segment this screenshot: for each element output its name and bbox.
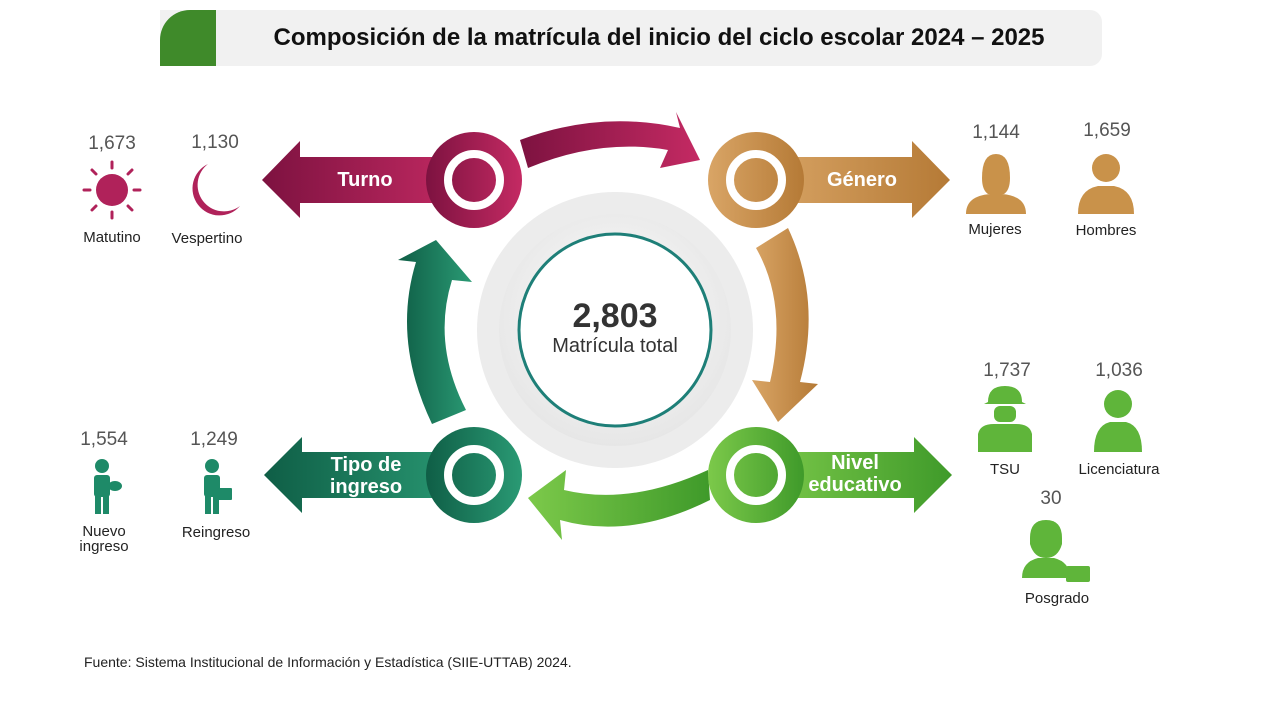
- posgrado-value: 30: [1040, 488, 1062, 509]
- total-label: Matrícula total: [552, 335, 678, 357]
- curve-arrow-nivel-tipo: [528, 470, 710, 540]
- licenciatura-value: 1,036: [1095, 360, 1143, 381]
- worker-icon: [978, 386, 1032, 452]
- curve-arrow-turno-genero: [520, 112, 700, 168]
- turno-label: Turno: [337, 169, 393, 191]
- student-icon: [94, 459, 122, 514]
- curve-arrow-genero-nivel: [752, 228, 818, 422]
- mujeres-value: 1,144: [972, 122, 1020, 143]
- reingreso-value: 1,249: [190, 429, 238, 450]
- arrow-genero: [760, 141, 950, 218]
- hombres-label: Hombres: [1075, 222, 1137, 239]
- title-bar: [160, 10, 1102, 66]
- sun-icon: [82, 160, 142, 220]
- curve-arrow-tipo-turno: [398, 240, 472, 424]
- hub-turno: [426, 132, 522, 228]
- matutino-label: Matutino: [83, 229, 141, 246]
- source-note: Fuente: Sistema Institucional de Informa…: [84, 654, 572, 670]
- briefcase-person-icon: [204, 459, 232, 514]
- nivel-label-line1: Nivel: [831, 452, 879, 474]
- mujeres-label: Mujeres: [968, 221, 1022, 238]
- nuevo-ingreso-label-line2: ingreso: [79, 538, 129, 555]
- professional-icon: [1022, 520, 1090, 582]
- graduate-icon: [1094, 390, 1142, 452]
- posgrado-label: Posgrado: [1024, 590, 1090, 607]
- nivel-label-line2: educativo: [808, 474, 902, 496]
- arrow-nivel: [760, 437, 952, 513]
- title-accent-tab: [160, 10, 216, 66]
- hombres-value: 1,659: [1083, 120, 1131, 141]
- center-disc: [477, 192, 753, 468]
- man-icon: [1078, 154, 1134, 214]
- matutino-value: 1,673: [88, 133, 136, 154]
- reingreso-label: Reingreso: [181, 524, 251, 541]
- arrow-tipo: [264, 437, 470, 513]
- total-value: 2,803: [572, 297, 658, 335]
- vespertino-value: 1,130: [191, 132, 239, 153]
- tipo-label: Tipo de ingreso: [316, 454, 416, 498]
- hub-genero: [708, 132, 804, 228]
- nuevo-ingreso-value: 1,554: [80, 429, 128, 450]
- woman-icon: [966, 154, 1026, 214]
- tsu-value: 1,737: [983, 360, 1031, 381]
- arrow-turno: [262, 141, 470, 218]
- nuevo-ingreso-label: Nuevo ingreso: [49, 524, 159, 554]
- moon-icon: [192, 164, 240, 216]
- licenciatura-label: Licenciatura: [1078, 461, 1160, 478]
- genero-label: Género: [826, 169, 898, 191]
- tipo-label-line1: Tipo de: [330, 454, 402, 476]
- tsu-label: TSU: [990, 461, 1020, 478]
- tipo-label-line2: ingreso: [329, 476, 403, 498]
- hub-tipo: [426, 427, 522, 523]
- hub-nivel: [708, 427, 804, 523]
- vespertino-label: Vespertino: [171, 230, 243, 247]
- nivel-label: Nivel educativo: [800, 452, 910, 496]
- page-title: Composición de la matrícula del inicio d…: [273, 24, 1045, 51]
- nuevo-ingreso-label-line1: Nuevo: [82, 523, 126, 540]
